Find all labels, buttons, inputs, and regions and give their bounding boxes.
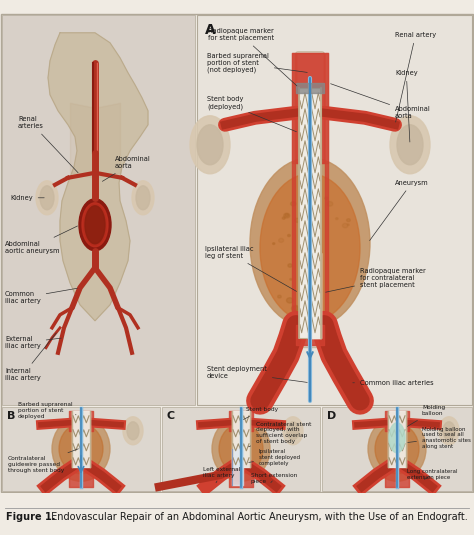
Ellipse shape (327, 202, 333, 206)
Ellipse shape (283, 417, 303, 445)
Ellipse shape (389, 423, 405, 453)
Ellipse shape (346, 219, 350, 221)
Ellipse shape (288, 264, 292, 267)
Ellipse shape (310, 207, 314, 210)
Ellipse shape (443, 422, 455, 440)
Text: Stent body: Stent body (244, 407, 278, 419)
Text: Renal
arteries: Renal arteries (18, 116, 78, 173)
FancyBboxPatch shape (299, 88, 321, 338)
Ellipse shape (250, 158, 370, 328)
Text: Internal
iliac artery: Internal iliac artery (5, 333, 56, 381)
Text: Ipsilateral iliac
leg of stent: Ipsilateral iliac leg of stent (205, 246, 297, 292)
Ellipse shape (311, 294, 318, 299)
Ellipse shape (123, 417, 143, 445)
Ellipse shape (85, 206, 105, 244)
Text: B: B (7, 411, 15, 421)
Text: Stent deployment
device: Stent deployment device (207, 366, 307, 383)
Ellipse shape (260, 174, 360, 322)
Ellipse shape (290, 279, 292, 280)
Ellipse shape (310, 256, 312, 258)
Text: Molding balloon
used to seal all
anastomotic sites
along stent: Molding balloon used to seal all anastom… (408, 426, 471, 449)
Text: Endovascular Repair of an Abdominal Aortic Aneurysm, with the Use of an Endograf: Endovascular Repair of an Abdominal Aort… (48, 513, 468, 522)
Text: Left external
iliac artery: Left external iliac artery (203, 468, 240, 483)
Text: Common
iliac artery: Common iliac artery (5, 288, 77, 304)
Ellipse shape (286, 297, 293, 303)
Ellipse shape (284, 213, 290, 218)
Ellipse shape (136, 186, 150, 210)
Ellipse shape (368, 416, 426, 482)
Ellipse shape (375, 424, 419, 474)
FancyBboxPatch shape (322, 407, 472, 491)
Ellipse shape (319, 298, 321, 300)
Ellipse shape (390, 116, 430, 174)
Ellipse shape (288, 234, 290, 236)
Text: D: D (327, 411, 336, 421)
Ellipse shape (347, 224, 349, 226)
Polygon shape (48, 33, 148, 321)
Ellipse shape (36, 181, 58, 215)
Ellipse shape (279, 239, 283, 242)
Text: Abdominal
aorta: Abdominal aorta (102, 156, 151, 181)
Ellipse shape (190, 116, 230, 174)
Ellipse shape (132, 181, 154, 215)
Text: A: A (205, 23, 216, 37)
Ellipse shape (295, 218, 300, 223)
Ellipse shape (311, 286, 314, 288)
Ellipse shape (292, 306, 298, 311)
Ellipse shape (212, 416, 270, 482)
Ellipse shape (291, 202, 296, 206)
Text: Figure 1.: Figure 1. (6, 513, 55, 522)
Text: Molding
balloon: Molding balloon (407, 406, 445, 426)
FancyBboxPatch shape (2, 15, 195, 405)
Text: Short extension
piece: Short extension piece (251, 473, 297, 484)
Text: Abdominal
aorta: Abdominal aorta (331, 83, 431, 119)
Ellipse shape (59, 424, 103, 474)
Ellipse shape (40, 186, 54, 210)
Ellipse shape (285, 214, 289, 217)
Text: Renal artery: Renal artery (395, 32, 436, 122)
FancyBboxPatch shape (2, 407, 160, 491)
Ellipse shape (318, 300, 321, 302)
Text: Long contralateral
extension piece: Long contralateral extension piece (407, 469, 457, 480)
Ellipse shape (219, 424, 263, 474)
Text: Kidney: Kidney (10, 195, 44, 201)
Ellipse shape (336, 218, 338, 219)
Ellipse shape (278, 295, 281, 298)
Text: Aneurysm: Aneurysm (370, 180, 428, 241)
Ellipse shape (305, 305, 310, 310)
Text: Ipsilateral
stent deployed
completely: Ipsilateral stent deployed completely (249, 449, 300, 466)
Ellipse shape (197, 125, 223, 165)
Ellipse shape (301, 276, 306, 280)
Text: Radiopaque marker
for stent placement: Radiopaque marker for stent placement (208, 28, 297, 86)
Text: Contralateral stent
deployed, with
sufficient overlap
of stent body: Contralateral stent deployed, with suffi… (248, 422, 311, 447)
FancyBboxPatch shape (1, 14, 473, 492)
Text: Radiopaque marker
for contralateral
stent placement: Radiopaque marker for contralateral sten… (326, 268, 426, 292)
Text: Barbed suprarenal
portion of stent
deployed: Barbed suprarenal portion of stent deplo… (18, 402, 76, 419)
Ellipse shape (300, 198, 303, 201)
Text: Kidney: Kidney (395, 70, 418, 142)
Ellipse shape (325, 197, 328, 200)
Text: Common iliac arteries: Common iliac arteries (353, 380, 434, 386)
Ellipse shape (82, 203, 108, 247)
Ellipse shape (397, 125, 423, 165)
FancyBboxPatch shape (197, 15, 472, 405)
Text: Contralateral
guidewire passed
through stent body: Contralateral guidewire passed through s… (8, 449, 78, 473)
Text: C: C (167, 411, 175, 421)
Text: Barbed suprarenal
portion of stent
(not deployed): Barbed suprarenal portion of stent (not … (207, 52, 307, 73)
Ellipse shape (293, 305, 300, 311)
Text: External
iliac artery: External iliac artery (5, 337, 61, 349)
Ellipse shape (273, 243, 275, 244)
Ellipse shape (283, 217, 285, 219)
Ellipse shape (439, 417, 459, 445)
Ellipse shape (127, 422, 139, 440)
Ellipse shape (342, 224, 348, 228)
Ellipse shape (314, 195, 318, 198)
Text: Abdominal
aortic aneurysm: Abdominal aortic aneurysm (5, 226, 77, 254)
FancyBboxPatch shape (162, 407, 320, 491)
Ellipse shape (52, 416, 110, 482)
Text: Stent body
(deployed): Stent body (deployed) (207, 96, 296, 132)
Ellipse shape (79, 199, 111, 251)
Ellipse shape (287, 422, 299, 440)
FancyBboxPatch shape (295, 52, 325, 348)
